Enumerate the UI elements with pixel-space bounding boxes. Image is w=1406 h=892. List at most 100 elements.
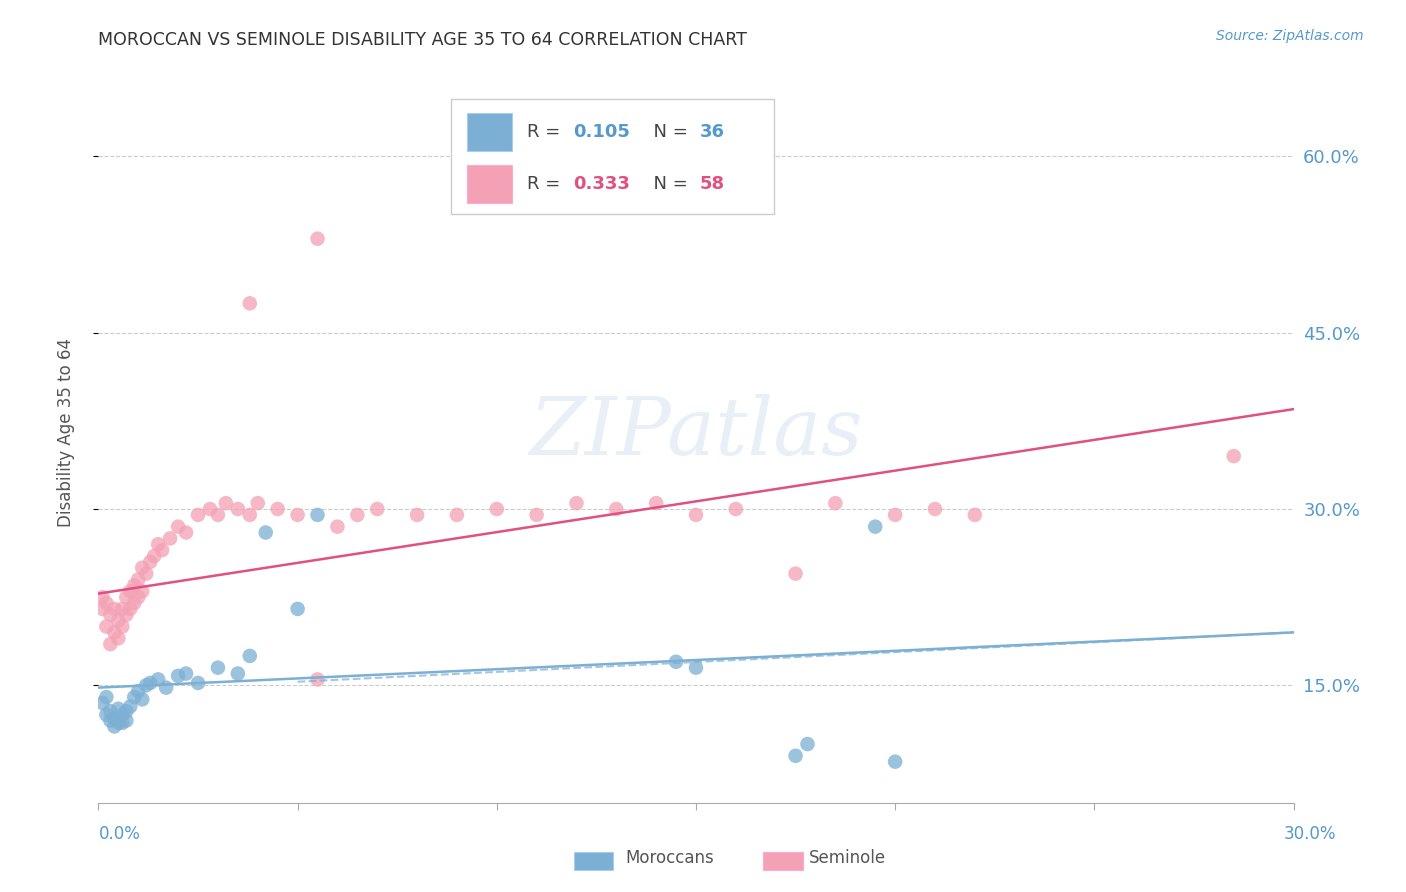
Point bbox=[963, 508, 986, 522]
Point bbox=[107, 614, 129, 628]
Point bbox=[96, 596, 118, 610]
Point bbox=[645, 496, 668, 510]
Point bbox=[239, 508, 262, 522]
Point bbox=[884, 755, 907, 769]
Point bbox=[366, 502, 388, 516]
Point bbox=[115, 704, 138, 718]
Point bbox=[485, 502, 508, 516]
Point bbox=[406, 508, 429, 522]
Point bbox=[91, 602, 114, 616]
Point bbox=[685, 660, 707, 674]
Point bbox=[115, 714, 138, 728]
Point bbox=[120, 602, 142, 616]
Point bbox=[239, 648, 262, 663]
Point bbox=[107, 702, 129, 716]
Point bbox=[148, 673, 170, 687]
Point bbox=[254, 525, 277, 540]
Point bbox=[685, 508, 707, 522]
Point bbox=[111, 715, 134, 730]
Point bbox=[187, 508, 209, 522]
Point bbox=[103, 711, 125, 725]
Point bbox=[785, 566, 807, 581]
Point bbox=[307, 508, 329, 522]
Point bbox=[796, 737, 818, 751]
Point bbox=[120, 584, 142, 599]
Point bbox=[446, 508, 468, 522]
Point bbox=[187, 676, 209, 690]
Text: Moroccans: Moroccans bbox=[626, 849, 714, 867]
Point bbox=[143, 549, 166, 563]
Point bbox=[103, 719, 125, 733]
Point bbox=[215, 496, 238, 510]
Point bbox=[127, 684, 149, 698]
Point bbox=[174, 525, 197, 540]
Point bbox=[98, 637, 122, 651]
Point bbox=[148, 537, 170, 551]
Text: 36: 36 bbox=[700, 123, 724, 141]
Point bbox=[174, 666, 197, 681]
Point bbox=[824, 496, 846, 510]
Point bbox=[198, 502, 221, 516]
Point bbox=[98, 704, 122, 718]
Point bbox=[1223, 449, 1246, 463]
Text: MOROCCAN VS SEMINOLE DISABILITY AGE 35 TO 64 CORRELATION CHART: MOROCCAN VS SEMINOLE DISABILITY AGE 35 T… bbox=[98, 31, 748, 49]
Text: 58: 58 bbox=[700, 175, 724, 193]
Point bbox=[96, 690, 118, 704]
Point bbox=[115, 590, 138, 604]
Text: R =: R = bbox=[527, 123, 567, 141]
Point bbox=[307, 232, 329, 246]
Point bbox=[98, 607, 122, 622]
Y-axis label: Disability Age 35 to 64: Disability Age 35 to 64 bbox=[56, 338, 75, 527]
Text: R =: R = bbox=[527, 175, 567, 193]
Point bbox=[91, 696, 114, 710]
Point bbox=[239, 296, 262, 310]
Point bbox=[724, 502, 747, 516]
Point bbox=[98, 714, 122, 728]
Point bbox=[326, 519, 349, 533]
Text: N =: N = bbox=[643, 123, 693, 141]
Text: N =: N = bbox=[643, 175, 693, 193]
Point bbox=[159, 532, 181, 546]
Point bbox=[124, 596, 146, 610]
Text: 0.105: 0.105 bbox=[572, 123, 630, 141]
Point bbox=[526, 508, 548, 522]
Point bbox=[155, 681, 177, 695]
Point bbox=[124, 578, 146, 592]
Text: 0.333: 0.333 bbox=[572, 175, 630, 193]
Point bbox=[111, 602, 134, 616]
Point bbox=[135, 566, 157, 581]
Text: Source: ZipAtlas.com: Source: ZipAtlas.com bbox=[1216, 29, 1364, 43]
Point bbox=[139, 555, 162, 569]
Text: ZIPatlas: ZIPatlas bbox=[529, 394, 863, 471]
Point bbox=[167, 519, 190, 533]
Point bbox=[124, 690, 146, 704]
Point bbox=[91, 590, 114, 604]
Point bbox=[267, 502, 290, 516]
Point bbox=[103, 602, 125, 616]
Point bbox=[287, 602, 309, 616]
Text: Seminole: Seminole bbox=[808, 849, 886, 867]
Point bbox=[924, 502, 946, 516]
Point bbox=[150, 543, 173, 558]
Point bbox=[207, 508, 229, 522]
Point bbox=[120, 699, 142, 714]
Point bbox=[565, 496, 588, 510]
Point bbox=[307, 673, 329, 687]
Text: 0.0%: 0.0% bbox=[98, 825, 141, 843]
FancyBboxPatch shape bbox=[467, 112, 512, 152]
Point bbox=[246, 496, 269, 510]
Point bbox=[135, 678, 157, 692]
Point bbox=[665, 655, 688, 669]
FancyBboxPatch shape bbox=[467, 165, 512, 203]
Point bbox=[226, 666, 249, 681]
Point bbox=[115, 607, 138, 622]
Point bbox=[207, 660, 229, 674]
Point bbox=[127, 573, 149, 587]
Point bbox=[884, 508, 907, 522]
Point bbox=[167, 669, 190, 683]
Point bbox=[785, 748, 807, 763]
Point bbox=[96, 619, 118, 633]
Point bbox=[139, 676, 162, 690]
Point bbox=[865, 519, 887, 533]
Point bbox=[127, 590, 149, 604]
